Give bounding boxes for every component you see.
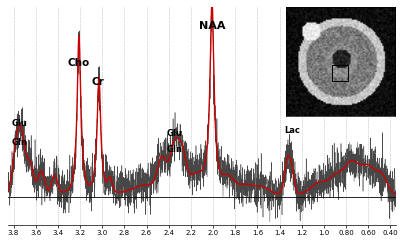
Text: Cho: Cho [67,58,90,68]
Text: Gln: Gln [167,144,183,153]
Text: Cr: Cr [92,76,104,86]
Text: Lac: Lac [284,126,300,135]
Text: Glu: Glu [167,128,183,137]
Text: Glu: Glu [12,119,28,128]
Text: NAA: NAA [199,21,225,31]
Text: Gln: Gln [12,137,28,146]
